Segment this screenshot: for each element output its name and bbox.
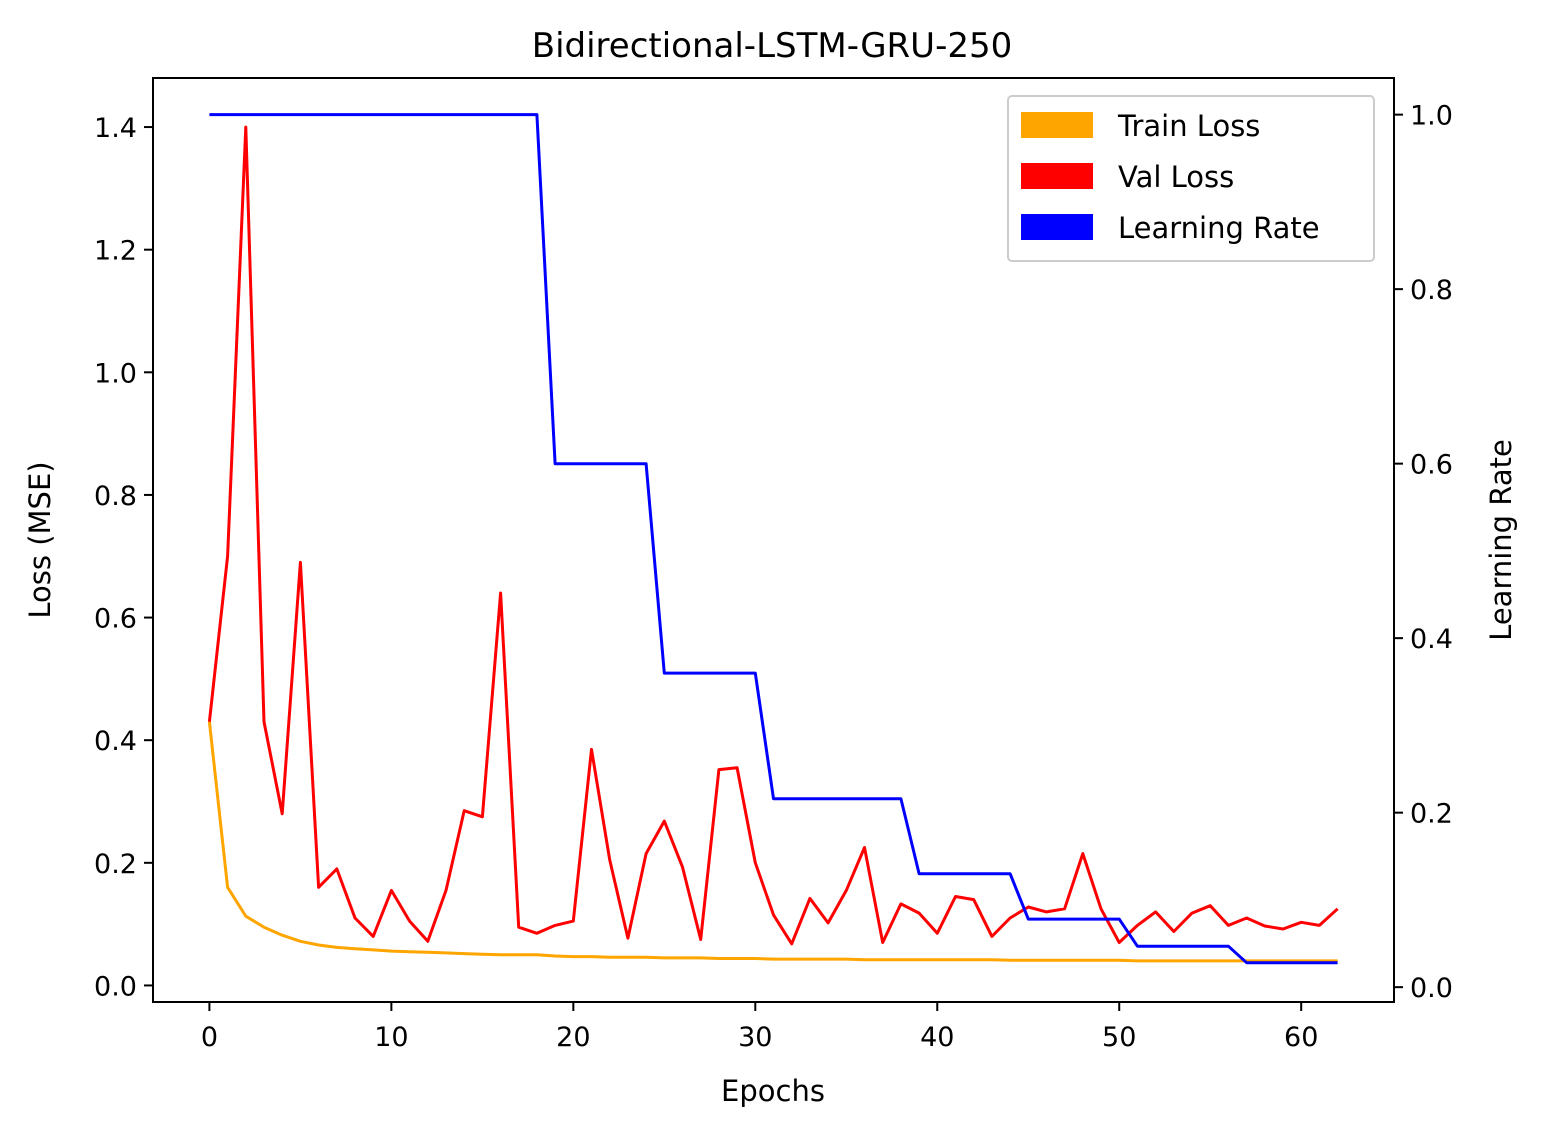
x-tick-label: 0 (201, 1022, 218, 1053)
x-tick-label: 40 (920, 1022, 954, 1053)
plot-area (207, 113, 1339, 965)
series-line-learning-rate (209, 113, 1338, 965)
y-tick-label: 0.0 (94, 971, 137, 1002)
y2-tick-label: 0.8 (1410, 275, 1453, 306)
y-tick-label: 0.2 (94, 849, 137, 880)
chart-title: Bidirectional-LSTM-GRU-250 (532, 26, 1012, 66)
y2-tick-label: 0.6 (1410, 450, 1453, 481)
legend-label-val-loss: Val Loss (1118, 160, 1234, 194)
y-tick-label: 1.0 (94, 358, 137, 389)
y-tick-label: 0.8 (94, 481, 137, 512)
x-tick-label: 10 (374, 1022, 408, 1053)
y2-tick-label: 0.4 (1410, 624, 1453, 655)
legend-swatch-val-loss (1021, 163, 1093, 189)
x-axis: 0 10 20 30 40 50 60 (201, 1002, 1318, 1053)
legend-label-train-loss: Train Loss (1117, 109, 1260, 143)
y-axis-left: 0.0 0.2 0.4 0.6 0.8 1.0 1.2 1.4 (94, 113, 153, 1002)
series-line-val-loss (207, 125, 1339, 946)
x-axis-label: Epochs (721, 1074, 825, 1108)
legend: Train Loss Val Loss Learning Rate (1007, 95, 1375, 262)
x-tick-label: 60 (1284, 1022, 1318, 1053)
x-tick-label: 20 (556, 1022, 590, 1053)
legend-swatch-learning-rate (1021, 214, 1093, 240)
plot-frame (152, 77, 1395, 1003)
y-tick-label: 0.6 (94, 604, 137, 635)
y-axis-label: Loss (MSE) (23, 461, 57, 618)
legend-swatch-train-loss (1021, 112, 1093, 138)
y2-tick-label: 1.0 (1410, 101, 1453, 132)
y2-tick-label: 0.0 (1410, 973, 1453, 1004)
y-tick-label: 1.4 (94, 113, 137, 144)
y2-tick-label: 0.2 (1410, 799, 1453, 830)
x-tick-label: 30 (738, 1022, 772, 1053)
legend-label-learning-rate: Learning Rate (1118, 211, 1320, 245)
y-tick-label: 1.2 (94, 236, 137, 267)
y-axis-right: 0.0 0.2 0.4 0.6 0.8 1.0 (1394, 101, 1453, 1004)
y-tick-label: 0.4 (94, 726, 137, 757)
y2-axis-label: Learning Rate (1484, 439, 1518, 641)
legend-frame (1007, 95, 1375, 262)
series-line-train-loss (207, 721, 1338, 963)
x-tick-label: 50 (1102, 1022, 1136, 1053)
